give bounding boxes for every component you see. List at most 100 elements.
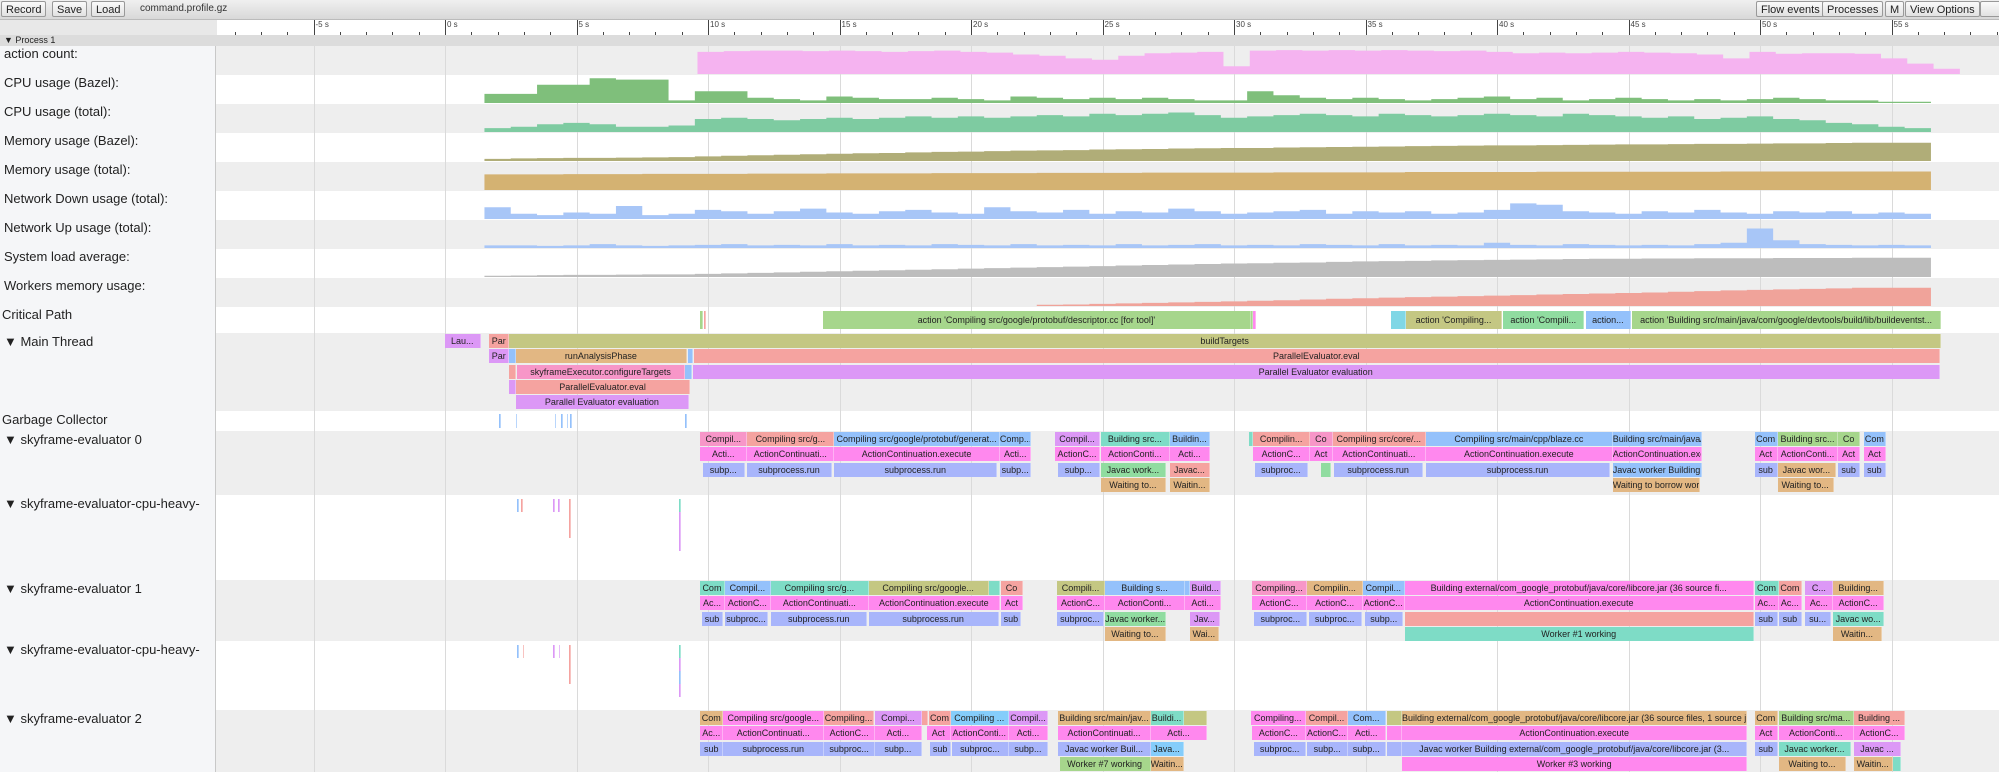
track-area[interactable] [217,104,1999,133]
record-button[interactable]: Record [1,1,47,17]
trace-slice[interactable]: Compil... [700,432,748,446]
trace-slice[interactable] [700,311,703,329]
trace-slice[interactable]: skyframeExecutor.configureTargets [517,364,686,379]
trace-slice[interactable]: Acti... [1169,447,1211,462]
track-label[interactable]: ▼ Main Thread [0,333,216,411]
trace-slice[interactable] [1250,311,1253,329]
trace-slice[interactable]: Com [929,711,951,725]
trace-slice[interactable]: ParallelEvaluator.eval [515,379,691,394]
trace-slice[interactable]: Compiling... [824,711,874,725]
trace-slice[interactable]: subprocess.run [1425,462,1611,477]
trace-slice[interactable]: subproc... [1308,611,1362,626]
counter-chart[interactable] [217,220,1999,249]
trace-slice[interactable] [566,414,568,428]
trace-slice[interactable] [509,379,516,394]
trace-slice[interactable]: Acti... [1347,726,1386,741]
trace-slice[interactable]: Compiling src/google... [723,711,825,725]
track-area[interactable]: Com Compiling src/google... Compiling... Co… [217,710,1999,772]
trace-slice[interactable]: sub [1001,611,1022,626]
trace-slice[interactable]: Compil... [1008,711,1049,725]
trace-slice[interactable]: Par [489,349,510,364]
metadata-button[interactable]: M [1885,1,1905,17]
trace-slice[interactable]: Compil... [724,581,772,595]
trace-slice[interactable]: subp... [999,462,1032,477]
trace-slice[interactable]: ActionC... [1055,447,1100,462]
trace-slice[interactable]: Com [700,581,725,595]
trace-slice[interactable]: ActionC... [1306,726,1348,741]
trace-slice[interactable]: ActionConti... [1105,596,1185,611]
trace-slice[interactable]: Buildi... [1150,711,1184,725]
track-area[interactable]: action 'Compiling src/google/protobuf/de… [217,307,1999,333]
counter-chart[interactable] [217,46,1999,75]
trace-slice[interactable]: subproc... [824,741,875,756]
trace-slice[interactable]: ParallelEvaluator.eval [694,349,1940,364]
trace-slice[interactable]: runAnalysisPhase [515,349,687,364]
trace-slice[interactable]: Waitin... [1833,626,1882,641]
track-area[interactable] [217,641,1999,710]
trace-slice[interactable]: ActionC... [1057,596,1106,611]
trace-slice[interactable]: ActionContinuation.execute [1425,447,1613,462]
trace-slice[interactable] [568,645,571,658]
track-label[interactable]: Memory usage (total): [0,162,216,191]
trace-slice[interactable]: Compili... [1057,581,1106,595]
counter-chart[interactable] [217,133,1999,162]
trace-slice[interactable]: ActionC... [1362,596,1405,611]
trace-slice[interactable]: Lau... [445,334,481,348]
trace-slice[interactable]: sub [1755,611,1778,626]
trace-slice[interactable] [687,349,693,364]
trace-slice[interactable]: Acti... [999,447,1032,462]
trace-slice[interactable]: Com [1778,581,1802,595]
trace-slice[interactable]: Compil... [1362,581,1405,595]
trace-slice[interactable]: Building... [1833,581,1884,595]
trace-slice[interactable]: Javac wo... [1833,611,1884,626]
track-area[interactable]: Com Compil... Compiling src/g... Compiling … [217,580,1999,641]
trace-slice[interactable] [558,645,561,658]
track-area[interactable] [217,278,1999,307]
trace-slice[interactable]: subprocess.run [747,462,832,477]
trace-slice[interactable]: Building external/com_google_protobuf/ja… [1404,581,1754,595]
trace-slice[interactable] [679,512,682,525]
trace-slice[interactable]: ActionC... [1307,596,1363,611]
counter-chart[interactable] [217,191,1999,220]
trace-slice[interactable]: ActionContinuati... [1332,447,1426,462]
track-area[interactable] [217,75,1999,104]
track-label[interactable]: CPU usage (Bazel): [0,75,216,104]
trace-slice[interactable] [1183,711,1208,725]
trace-slice[interactable]: Building src/main/jav... [1058,711,1151,725]
trace-slice[interactable]: Ac... [1778,596,1802,611]
trace-slice[interactable]: Act [1001,596,1023,611]
trace-slice[interactable] [679,658,682,671]
trace-slice[interactable]: ActionC... [724,596,772,611]
trace-slice[interactable] [558,499,560,512]
trace-slice[interactable]: Waiting to... [1101,477,1166,492]
trace-slice[interactable]: sub [930,741,951,756]
trace-slice[interactable]: ActionContinuation.execute [1402,726,1748,741]
trace-slice[interactable]: C... [1805,581,1834,595]
trace-slice[interactable] [568,671,571,684]
trace-slice[interactable] [679,525,682,538]
track-area[interactable] [217,191,1999,220]
trace-slice[interactable]: subproc... [1254,741,1307,756]
trace-slice[interactable] [1249,432,1253,446]
trace-slice[interactable]: subprocess.run [834,462,998,477]
view-options-button[interactable]: View Options [1905,1,1980,17]
trace-slice[interactable]: Par [489,334,510,348]
trace-slice[interactable]: ActionContinuati... [771,596,869,611]
trace-slice[interactable]: Javac work... [1101,462,1166,477]
trace-slice[interactable]: ActionConti... [950,726,1009,741]
trace-slice[interactable]: Javac worker Building external/com_googl… [1402,741,1748,756]
trace-slice[interactable]: Waiting to borrow worker [1612,477,1700,492]
trace-slice[interactable]: Building src... [1101,432,1170,446]
trace-slice[interactable]: Javac worker Building s... [1612,462,1703,477]
trace-slice[interactable]: Worker #3 working [1402,756,1748,771]
trace-slice[interactable]: Co [1001,581,1023,595]
trace-slice[interactable] [517,499,519,512]
trace-slice[interactable]: sub [1754,462,1778,477]
trace-slice[interactable]: Compiling src/g... [747,432,835,446]
trace-slice[interactable]: Com [1755,581,1779,595]
time-ruler[interactable]: -5 s 0 s 5 s 10 s 15 s 20 s 25 s 30 s 35 s 40 s 45… [217,20,1999,36]
trace-slice[interactable]: Ac... [700,596,725,611]
track-label[interactable]: Network Down usage (total): [0,191,216,220]
trace-slice[interactable]: Buildin... [1169,432,1211,446]
trace-slice[interactable] [552,499,556,512]
